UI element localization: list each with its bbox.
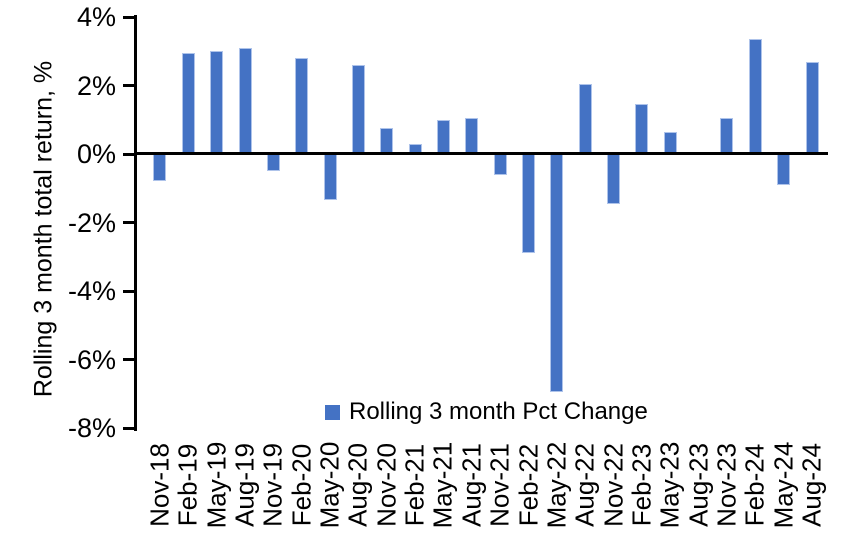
bar [266,154,280,172]
bar [663,131,677,154]
legend-label: Rolling 3 month Pct Change [349,398,648,425]
x-axis-label: Feb-21 [399,443,430,527]
y-tick-mark [123,84,137,87]
bar [323,154,337,201]
y-tick-mark [123,221,137,224]
x-axis-label: May-21 [427,441,458,529]
x-axis-label: Nov-23 [711,443,742,527]
bar [748,39,762,154]
bar [720,118,734,154]
y-tick-mark [123,426,137,430]
y-tick-label: 2% [76,70,116,101]
x-axis-label: May-23 [654,441,685,529]
y-tick-mark [123,152,137,156]
bar [238,47,252,154]
bar [436,119,450,154]
x-axis-label: May-22 [541,441,572,529]
y-tick-label: -6% [67,344,116,375]
bar [578,83,592,154]
x-axis-label: Aug-24 [796,443,827,527]
legend-marker-icon [325,404,340,420]
y-tick-label: -4% [67,276,116,306]
bar [522,154,536,254]
bar [380,128,394,154]
bar [181,52,195,154]
bar [295,58,309,154]
bar [777,154,791,185]
x-axis-label: Feb-22 [513,443,544,527]
x-axis-label: Feb-20 [286,443,317,527]
x-axis-label: Feb-19 [172,443,203,527]
y-tick-label: 0% [76,139,116,169]
y-tick-mark [123,358,137,361]
y-tick-label: -2% [67,207,116,238]
bar [550,154,564,393]
bar [351,64,365,154]
y-tick-label: 4% [76,2,116,32]
x-axis-label: Aug-23 [683,443,714,527]
x-axis-label: Feb-24 [739,443,770,527]
y-tick-label: -8% [67,413,116,443]
x-axis-label: May-20 [314,441,345,529]
x-axis-label: Nov-22 [598,443,629,527]
bar [210,51,224,154]
y-tick-mark [123,289,137,293]
x-axis-label: Nov-18 [144,443,175,527]
x-axis-label: Aug-22 [569,443,600,527]
legend: Rolling 3 month Pct Change [325,398,648,426]
x-axis-label: Feb-23 [626,443,657,527]
bar [607,154,621,204]
x-axis-label: Aug-19 [229,443,260,527]
x-axis-label: May-24 [768,441,799,529]
x-axis-label: May-19 [201,441,232,529]
x-axis-label: Nov-20 [371,443,402,527]
x-axis-label: Nov-21 [484,443,515,527]
bar [465,118,479,154]
y-tick-mark [123,15,137,19]
bar [805,61,819,154]
x-axis-label: Aug-20 [342,443,373,527]
bar [493,154,507,175]
zero-baseline [134,152,828,155]
bar [635,104,649,154]
bar [153,154,167,182]
x-axis-label: Nov-19 [257,443,288,527]
x-axis-label: Aug-21 [456,443,487,527]
